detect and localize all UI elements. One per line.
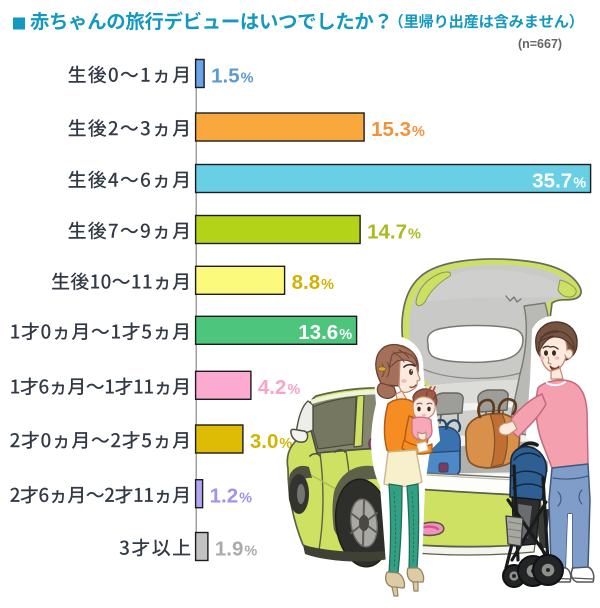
- svg-text:4.2%: 4.2%: [258, 376, 301, 399]
- svg-text:(n=667): (n=667): [518, 37, 562, 51]
- svg-text:3.0%: 3.0%: [250, 430, 293, 453]
- svg-text:1.2%: 1.2%: [210, 485, 253, 508]
- svg-text:15.3%: 15.3%: [371, 118, 425, 141]
- svg-text:8.8%: 8.8%: [292, 271, 335, 294]
- svg-text:13.6%: 13.6%: [298, 321, 352, 344]
- svg-text:1.9%: 1.9%: [215, 537, 258, 560]
- svg-text:35.7%: 35.7%: [532, 169, 586, 192]
- svg-text:1.5%: 1.5%: [211, 64, 254, 87]
- svg-text:14.7%: 14.7%: [367, 220, 421, 243]
